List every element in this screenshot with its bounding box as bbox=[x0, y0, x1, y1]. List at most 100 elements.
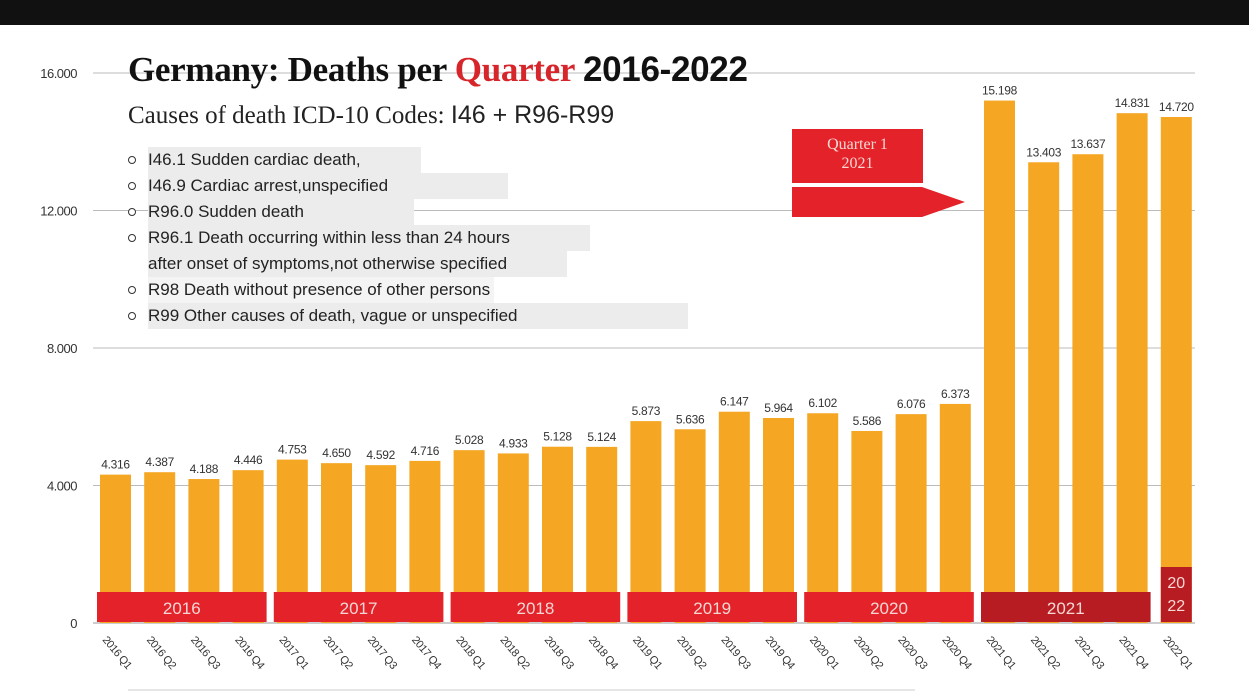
value-label: 14.720 bbox=[1159, 100, 1195, 114]
bar bbox=[1160, 117, 1192, 623]
bullet-icon bbox=[128, 234, 136, 242]
year-band bbox=[804, 592, 974, 622]
x-tick-label: 2016 Q2 bbox=[144, 634, 178, 672]
bar bbox=[807, 413, 839, 623]
bar bbox=[1116, 113, 1148, 623]
x-tick-label: 2020 Q3 bbox=[895, 634, 929, 672]
title-prefix: Germany: Deaths per bbox=[128, 50, 447, 89]
x-tick-label: 2018 Q1 bbox=[453, 634, 487, 672]
x-tick-label: 2017 Q1 bbox=[277, 634, 311, 672]
x-tick-label: 2021 Q4 bbox=[1116, 634, 1150, 672]
year-band bbox=[97, 592, 267, 622]
y-tick-label: 12.000 bbox=[40, 204, 77, 219]
year-band bbox=[627, 592, 797, 622]
year-band-label: 2017 bbox=[340, 599, 378, 618]
y-tick-label: 8.000 bbox=[47, 341, 77, 356]
callout-arrow bbox=[792, 187, 965, 217]
x-tick-label: 2016 Q3 bbox=[188, 634, 222, 672]
y-tick-label: 0 bbox=[70, 616, 77, 631]
value-label: 13.403 bbox=[1026, 145, 1062, 159]
value-label: 4.592 bbox=[366, 448, 395, 462]
top-black-bar bbox=[0, 0, 1249, 25]
bullet-icon bbox=[128, 182, 136, 190]
bar bbox=[674, 429, 706, 623]
value-label: 6.147 bbox=[720, 395, 749, 409]
value-label: 5.636 bbox=[676, 412, 705, 426]
bar bbox=[1072, 154, 1104, 623]
subtitle-prefix: Causes of death ICD-10 Codes: bbox=[128, 102, 445, 129]
year-band bbox=[981, 592, 1151, 622]
y-tick-label: 4.000 bbox=[47, 479, 77, 494]
title-accent-word: Quarter bbox=[454, 50, 575, 89]
x-tick-label: 2017 Q2 bbox=[321, 634, 355, 672]
year-band bbox=[450, 592, 621, 622]
x-tick-label: 2022 Q1 bbox=[1161, 634, 1195, 672]
bullet-icon bbox=[128, 286, 136, 294]
value-label: 6.102 bbox=[808, 396, 837, 410]
subtitle-codes: I46 + R96-R99 bbox=[450, 101, 615, 129]
value-labels: 4.316 4.387 4.188 4.446 4.753 4.650 4.592 4.716… bbox=[101, 84, 1194, 476]
bar bbox=[1028, 162, 1060, 623]
year-band-label: 2016 bbox=[163, 599, 201, 618]
x-tick-label: 2016 Q4 bbox=[232, 634, 266, 672]
value-label: 6.373 bbox=[941, 387, 970, 401]
bar bbox=[763, 417, 794, 623]
value-label: 5.124 bbox=[587, 430, 616, 444]
value-label: 5.964 bbox=[764, 401, 793, 415]
bar bbox=[851, 430, 883, 623]
x-tick-label: 2017 Q4 bbox=[409, 634, 443, 672]
x-axis-labels: 2016 Q1 2016 Q2 2016 Q3 2016 Q4 2017 Q1 2017 … bbox=[100, 634, 1195, 672]
bar bbox=[895, 414, 927, 623]
year-band bbox=[273, 592, 444, 622]
x-tick-label: 2021 Q1 bbox=[984, 634, 1018, 672]
value-label: 5.873 bbox=[632, 404, 661, 418]
x-tick-label: 2020 Q4 bbox=[940, 634, 974, 672]
x-tick-label: 2020 Q1 bbox=[807, 634, 841, 672]
year-band-label: 20 bbox=[1167, 575, 1185, 592]
chart-subtitle: Causes of death ICD-10 Codes: I46 + R96-… bbox=[128, 101, 614, 130]
x-tick-label: 2020 Q2 bbox=[851, 634, 885, 672]
year-band bbox=[1160, 567, 1192, 622]
x-tick-label: 2019 Q4 bbox=[763, 634, 797, 672]
value-label: 6.076 bbox=[897, 397, 926, 411]
value-label: 5.128 bbox=[543, 430, 572, 444]
year-band-label: 2021 bbox=[1047, 599, 1085, 618]
x-tick-label: 2021 Q2 bbox=[1028, 634, 1062, 672]
callout-line1: Quarter 1 bbox=[827, 136, 888, 153]
bullet-icon bbox=[128, 312, 136, 320]
x-tick-label: 2019 Q1 bbox=[630, 634, 664, 672]
bar bbox=[630, 421, 662, 623]
value-label: 4.753 bbox=[278, 443, 307, 457]
value-label: 4.650 bbox=[322, 446, 351, 460]
chart-title: Germany: Deaths per Quarter 2016-2022 bbox=[128, 50, 748, 90]
x-tick-label: 2016 Q1 bbox=[100, 634, 134, 672]
title-years: 2016-2022 bbox=[582, 50, 748, 89]
year-band-label: 2019 bbox=[693, 599, 731, 618]
value-label: 4.446 bbox=[234, 453, 263, 467]
value-label: 13.637 bbox=[1070, 137, 1106, 151]
x-tick-label: 2021 Q3 bbox=[1072, 634, 1106, 672]
year-band-label: 22 bbox=[1167, 598, 1185, 615]
bullet-icon bbox=[128, 208, 136, 216]
value-label: 4.716 bbox=[411, 444, 440, 458]
x-tick-label: 2018 Q3 bbox=[542, 634, 576, 672]
value-label: 4.188 bbox=[190, 462, 219, 476]
x-tick-label: 2018 Q2 bbox=[498, 634, 532, 672]
y-axis-ticks: 0 4.000 8.000 12.000 16.000 bbox=[40, 66, 78, 631]
year-band-label: 2018 bbox=[516, 599, 554, 618]
callout-line2: 2021 bbox=[841, 155, 874, 172]
x-tick-label: 2019 Q3 bbox=[719, 634, 753, 672]
value-label: 4.387 bbox=[145, 455, 174, 469]
value-label: 5.586 bbox=[853, 414, 882, 428]
year-band-label: 2020 bbox=[870, 599, 908, 618]
callout-quarter1-2021: Quarter 1 2021 bbox=[792, 129, 923, 183]
value-label: 4.933 bbox=[499, 436, 528, 450]
value-label: 4.316 bbox=[101, 458, 130, 472]
x-tick-label: 2019 Q2 bbox=[674, 634, 708, 672]
value-label: 15.198 bbox=[982, 84, 1018, 98]
value-label: 5.028 bbox=[455, 433, 484, 447]
bullet-icon bbox=[128, 156, 136, 164]
value-label: 14.831 bbox=[1115, 96, 1151, 110]
